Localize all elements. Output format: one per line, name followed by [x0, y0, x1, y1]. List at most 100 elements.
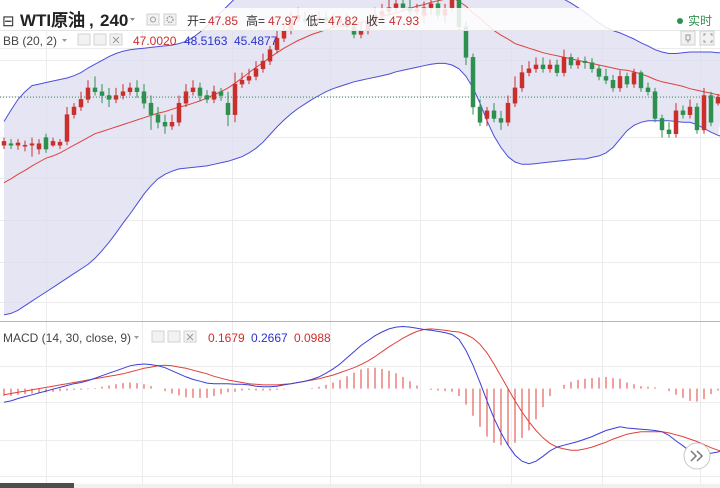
- candle-body: [225, 102, 231, 115]
- candle-body: [120, 91, 126, 96]
- candle-body: [218, 91, 224, 96]
- bb-upper-value: 48.5163: [184, 34, 228, 48]
- candle-body: [106, 95, 112, 100]
- close-icon[interactable]: [183, 330, 197, 343]
- eye-icon[interactable]: [151, 330, 165, 343]
- macd-signal-value: 0.0988: [294, 331, 331, 345]
- macd-pane[interactable]: [3, 325, 720, 465]
- bb-indicator-name[interactable]: BB (20, 2): [3, 34, 57, 48]
- candle-body: [211, 91, 217, 100]
- macd-signal-line: [3, 328, 720, 452]
- bb-lower-line: [3, 62, 720, 316]
- candle-body: [92, 87, 98, 92]
- candle-body: [645, 87, 651, 92]
- candle-body: [141, 91, 147, 104]
- candle-body: [568, 57, 574, 66]
- collapse-icon[interactable]: ⊟: [2, 13, 15, 30]
- candle-body: [561, 57, 567, 73]
- bb-basis-value: 47.0020: [133, 34, 177, 48]
- candle-body: [666, 129, 672, 135]
- macd-line: [3, 325, 720, 465]
- candle-body: [638, 72, 644, 89]
- candle-body: [232, 83, 238, 115]
- low-value: 47.82: [328, 14, 358, 28]
- gear-icon[interactable]: [167, 330, 181, 343]
- header-bar: ⊟ WTI原油 , 240 开= 47.85 高= 47.97 低= 47.82…: [0, 8, 720, 30]
- candle-body: [715, 96, 720, 104]
- candle-body: [8, 143, 14, 146]
- candle-body: [267, 49, 273, 62]
- close-label: 收=: [366, 14, 385, 28]
- candle-body: [428, 3, 434, 8]
- candle-body: [204, 95, 210, 100]
- candle-body: [71, 106, 77, 115]
- close-value: 47.93: [389, 14, 419, 28]
- low-label: 低=: [306, 14, 325, 28]
- high-label: 高=: [246, 13, 265, 28]
- candle-body: [99, 91, 105, 96]
- candle-body: [701, 95, 707, 131]
- candle-body: [547, 64, 553, 70]
- candle-body: [36, 143, 42, 150]
- symbol-label[interactable]: WTI原油: [20, 10, 85, 30]
- eye-icon[interactable]: [146, 13, 160, 26]
- candle-body: [43, 137, 49, 150]
- candle-body: [463, 26, 469, 58]
- status-dot-icon: [677, 18, 683, 24]
- candle-body: [512, 87, 518, 104]
- candle-body: [477, 106, 483, 123]
- scroll-forward-icon[interactable]: [683, 442, 711, 470]
- high-value: 47.97: [268, 14, 298, 28]
- candle-body: [687, 106, 693, 115]
- candle-body: [15, 142, 21, 146]
- candle-body: [134, 87, 140, 92]
- pin-icon[interactable]: [680, 30, 696, 46]
- candle-body: [64, 114, 70, 142]
- time-scrollbar[interactable]: [0, 483, 74, 488]
- bb-legend: BB (20, 2) 47.0020 48.5163 45.4877: [3, 33, 278, 48]
- eye-icon[interactable]: [77, 33, 91, 46]
- candle-body: [197, 87, 203, 96]
- candle-body: [708, 95, 714, 123]
- candle-body: [113, 95, 119, 100]
- candle-body: [673, 110, 679, 134]
- realtime-label: 实时: [688, 13, 712, 28]
- chevron-down-icon[interactable]: [62, 39, 67, 42]
- candle-body: [694, 106, 700, 131]
- gear-icon[interactable]: [93, 33, 107, 46]
- candle-body: [470, 57, 476, 108]
- chevron-down-icon[interactable]: [134, 336, 139, 339]
- candle-body: [246, 76, 252, 81]
- candle-body: [498, 118, 504, 123]
- symbol-separator: ,: [89, 11, 94, 30]
- candle-body: [127, 87, 133, 92]
- candle-body: [624, 76, 630, 85]
- interval-label[interactable]: 240: [100, 11, 128, 30]
- candle-body: [554, 64, 560, 73]
- price-pane[interactable]: [0, 0, 720, 316]
- candle-body: [260, 60, 266, 70]
- macd-indicator-name[interactable]: MACD (14, 30, close, 9): [3, 331, 131, 345]
- fullscreen-icon[interactable]: [699, 30, 715, 46]
- candle-body: [617, 76, 623, 89]
- macd-legend: MACD (14, 30, close, 9) 0.1679 0.2667 0.…: [3, 330, 331, 345]
- close-icon[interactable]: [109, 33, 123, 46]
- candle-body: [393, 3, 399, 8]
- open-value: 47.85: [208, 14, 238, 28]
- candle-body: [281, 30, 287, 39]
- gear-icon[interactable]: [163, 13, 177, 26]
- candle-body: [596, 68, 602, 77]
- candle-body: [148, 102, 154, 115]
- open-label: 开=: [187, 14, 206, 28]
- bb-fill-band: [4, 0, 720, 315]
- candle-body: [505, 102, 511, 123]
- candle-body: [540, 64, 546, 70]
- candle-body: [631, 72, 637, 85]
- candle-body: [533, 64, 539, 70]
- chevron-down-icon[interactable]: [130, 18, 135, 21]
- candle-body: [652, 91, 658, 119]
- candle-body: [491, 110, 497, 119]
- candle-body: [253, 68, 259, 77]
- candle-body: [659, 118, 665, 131]
